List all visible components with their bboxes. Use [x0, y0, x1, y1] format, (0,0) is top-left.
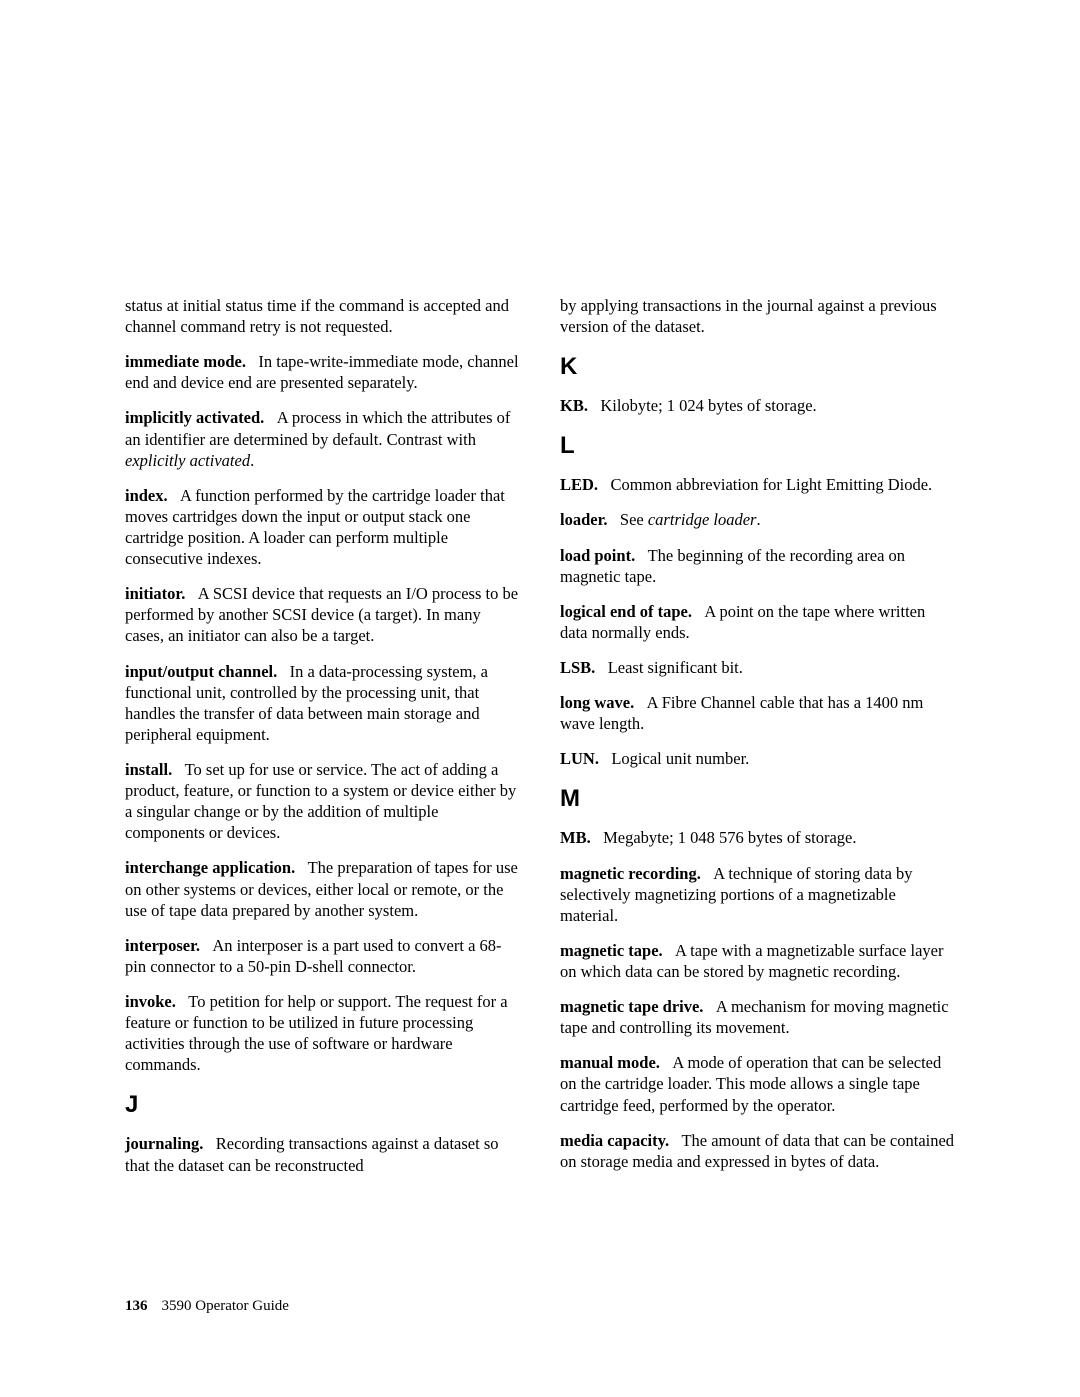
- entry-lun: LUN. Logical unit number.: [560, 748, 955, 769]
- definition: To set up for use or service. The act of…: [125, 760, 516, 842]
- term: load point.: [560, 546, 635, 565]
- entry-magnetic-tape-drive: magnetic tape drive. A mechanism for mov…: [560, 996, 955, 1038]
- definition-part-b: .: [250, 451, 254, 470]
- orphan-continuation: by applying transactions in the journal …: [560, 295, 955, 337]
- entry-long-wave: long wave. A Fibre Channel cable that ha…: [560, 692, 955, 734]
- guide-title: 3590 Operator Guide: [162, 1298, 289, 1314]
- term: media capacity.: [560, 1131, 669, 1150]
- entry-initiator: initiator. A SCSI device that requests a…: [125, 583, 520, 646]
- entry-load-point: load point. The beginning of the recordi…: [560, 545, 955, 587]
- glossary-page: status at initial status time if the com…: [125, 295, 955, 1190]
- entry-loader: loader. See cartridge loader.: [560, 509, 955, 530]
- term: magnetic tape drive.: [560, 997, 703, 1016]
- entry-install: install. To set up for use or service. T…: [125, 759, 520, 843]
- entry-interposer: interposer. An interposer is a part used…: [125, 935, 520, 977]
- term: install.: [125, 760, 172, 779]
- entry-immediate-mode: immediate mode. In tape-write-immediate …: [125, 351, 520, 393]
- entry-index: index. A function performed by the cartr…: [125, 485, 520, 569]
- definition: Kilobyte; 1 024 bytes of storage.: [600, 396, 816, 415]
- term: interchange application.: [125, 858, 295, 877]
- left-column: status at initial status time if the com…: [125, 295, 520, 1190]
- term: MB.: [560, 828, 591, 847]
- entry-magnetic-recording: magnetic recording. A technique of stori…: [560, 863, 955, 926]
- entry-media-capacity: media capacity. The amount of data that …: [560, 1130, 955, 1172]
- definition: Megabyte; 1 048 576 bytes of storage.: [603, 828, 856, 847]
- definition: Common abbreviation for Light Emitting D…: [610, 475, 932, 494]
- right-column: by applying transactions in the journal …: [560, 295, 955, 1190]
- section-heading-k: K: [560, 353, 955, 381]
- entry-interchange-application: interchange application. The preparation…: [125, 857, 520, 920]
- entry-implicitly-activated: implicitly activated. A process in which…: [125, 407, 520, 470]
- term: KB.: [560, 396, 588, 415]
- term: index.: [125, 486, 168, 505]
- term: interposer.: [125, 936, 200, 955]
- section-heading-l: L: [560, 432, 955, 460]
- section-heading-j: J: [125, 1091, 520, 1119]
- term: manual mode.: [560, 1053, 660, 1072]
- orphan-continuation: status at initial status time if the com…: [125, 295, 520, 337]
- entry-logical-end-of-tape: logical end of tape. A point on the tape…: [560, 601, 955, 643]
- term: input/output channel.: [125, 662, 277, 681]
- definition-part-b: .: [756, 510, 760, 529]
- entry-io-channel: input/output channel. In a data-processi…: [125, 661, 520, 745]
- term: LED.: [560, 475, 598, 494]
- section-heading-m: M: [560, 785, 955, 813]
- entry-journaling: journaling. Recording transactions again…: [125, 1133, 520, 1175]
- term: logical end of tape.: [560, 602, 692, 621]
- entry-kb: KB. Kilobyte; 1 024 bytes of storage.: [560, 395, 955, 416]
- term: initiator.: [125, 584, 185, 603]
- definition: A function performed by the cartridge lo…: [125, 486, 505, 568]
- term: loader.: [560, 510, 608, 529]
- definition-part-a: See: [620, 510, 648, 529]
- page-number: 136: [125, 1298, 148, 1314]
- entry-manual-mode: manual mode. A mode of operation that ca…: [560, 1052, 955, 1115]
- cross-ref: cartridge loader: [648, 510, 757, 529]
- term: LSB.: [560, 658, 595, 677]
- term: long wave.: [560, 693, 634, 712]
- term: immediate mode.: [125, 352, 246, 371]
- two-column-layout: status at initial status time if the com…: [125, 295, 955, 1190]
- entry-mb: MB. Megabyte; 1 048 576 bytes of storage…: [560, 827, 955, 848]
- term: LUN.: [560, 749, 599, 768]
- term: implicitly activated.: [125, 408, 264, 427]
- cross-ref: explicitly activated: [125, 451, 250, 470]
- term: invoke.: [125, 992, 176, 1011]
- definition: Least significant bit.: [608, 658, 743, 677]
- term: magnetic tape.: [560, 941, 663, 960]
- entry-invoke: invoke. To petition for help or support.…: [125, 991, 520, 1075]
- definition: Logical unit number.: [611, 749, 749, 768]
- entry-lsb: LSB. Least significant bit.: [560, 657, 955, 678]
- definition: To petition for help or support. The req…: [125, 992, 508, 1074]
- term: magnetic recording.: [560, 864, 701, 883]
- term: journaling.: [125, 1134, 203, 1153]
- entry-magnetic-tape: magnetic tape. A tape with a magnetizabl…: [560, 940, 955, 982]
- entry-led: LED. Common abbreviation for Light Emitt…: [560, 474, 955, 495]
- page-footer: 136 3590 Operator Guide: [125, 1298, 289, 1315]
